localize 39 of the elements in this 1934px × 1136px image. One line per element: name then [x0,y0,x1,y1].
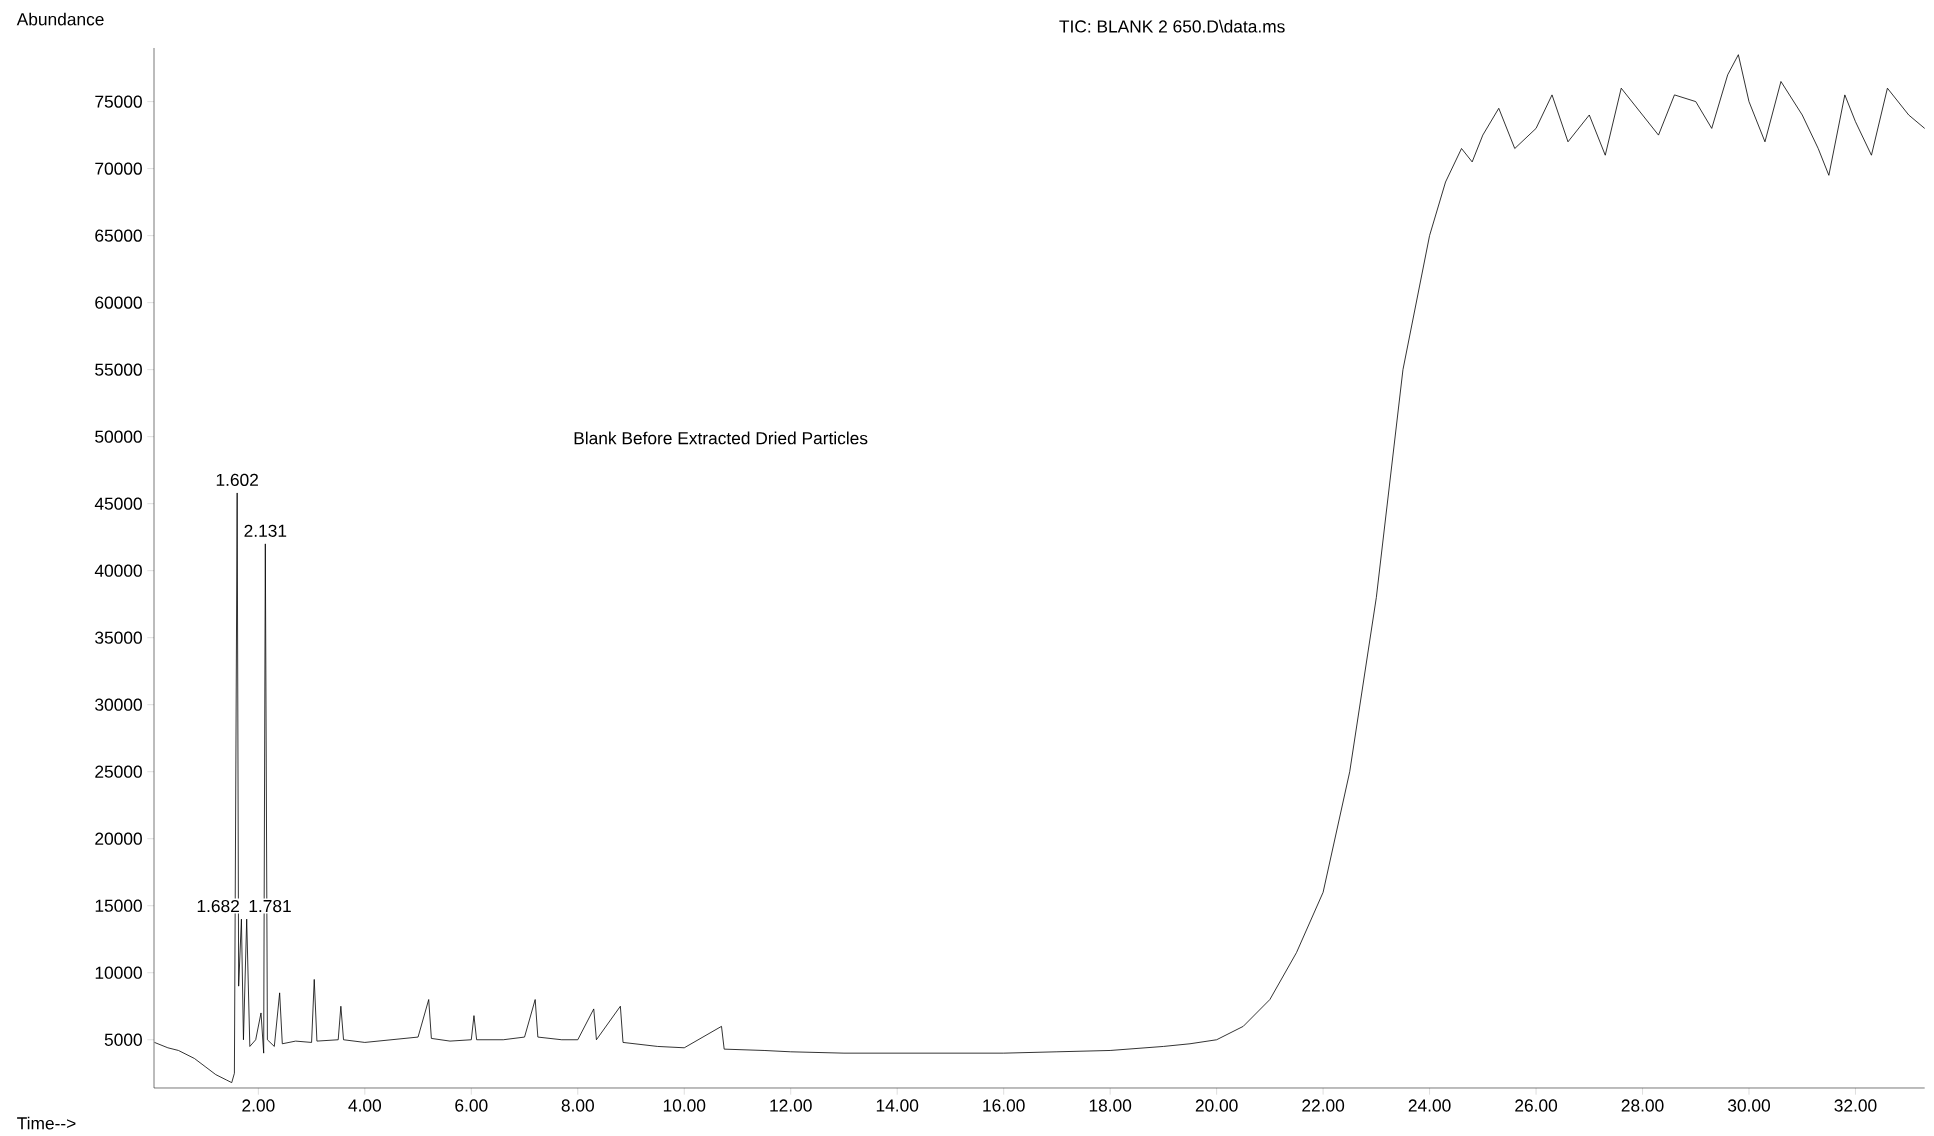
x-tick-label: 10.00 [663,1099,706,1112]
chart-title: TIC: BLANK 2 650.D\data.ms [1059,19,1285,33]
y-tick-label: 70000 [95,162,142,175]
x-tick-label: 24.00 [1408,1099,1451,1112]
y-tick-label: 5000 [104,1033,142,1046]
y-tick-label: 25000 [95,765,142,778]
y-tick-label: 55000 [95,363,142,376]
x-axis-title: Time--> [17,1116,76,1130]
y-tick-label: 40000 [94,564,142,577]
y-tick-label: 50000 [95,430,142,443]
x-tick-label: 6.00 [455,1099,488,1112]
x-tick-label: 26.00 [1515,1099,1558,1112]
annotation: 1.602 [216,473,258,487]
x-tick-label: 14.00 [876,1099,919,1112]
x-tick-label: 18.00 [1089,1099,1132,1112]
x-tick-label: 30.00 [1727,1099,1771,1112]
y-tick-label: 35000 [95,631,142,644]
y-tick-label: 65000 [95,229,142,242]
y-tick-label: 10000 [95,966,142,979]
x-tick-label: 4.00 [348,1099,382,1112]
y-tick-label: 45000 [94,497,142,510]
x-tick-label: 22.00 [1302,1099,1345,1112]
y-tick-label: 20000 [95,832,142,845]
y-tick-label: 15000 [95,899,142,912]
x-tick-label: 32.00 [1834,1099,1877,1112]
annotation: 2.131 [244,524,287,537]
x-tick-label: 2.00 [242,1099,275,1112]
annotation: 1.781 [249,899,291,913]
x-tick-label: 8.00 [561,1099,594,1112]
annotation: Blank Before Extracted Dried Particles [574,431,868,445]
x-tick-label: 12.00 [770,1099,812,1112]
y-tick-label: 60000 [95,296,142,309]
y-tick-label: 30000 [95,698,142,711]
y-axis-title: Abundance [16,12,104,26]
annotation: 1.682 [197,899,239,913]
y-tick-label: 75000 [95,95,142,108]
x-tick-label: 16.00 [983,1099,1025,1112]
x-tick-label: 28.00 [1621,1099,1664,1112]
x-tick-label: 20.00 [1195,1099,1238,1112]
